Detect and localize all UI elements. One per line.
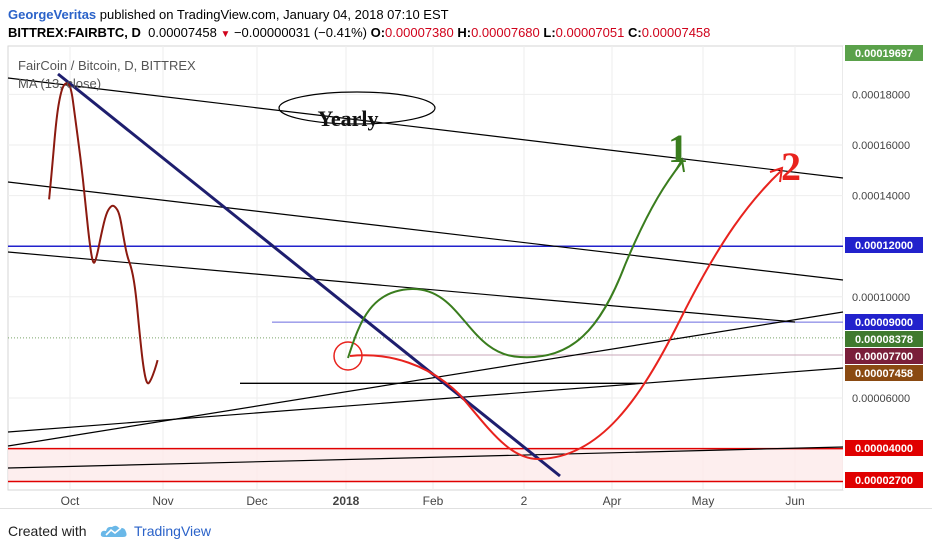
price-tag-label: 0.00012000 <box>855 240 913 252</box>
footer: Created with TradingView <box>0 508 932 551</box>
price-tag-bg <box>845 440 923 456</box>
ma-series <box>48 82 159 385</box>
price-tag-label: 0.00008378 <box>855 334 913 346</box>
x-tick-label: Oct <box>61 494 80 508</box>
scenario-2-arrowhead <box>769 166 784 183</box>
x-tick-label: Apr <box>603 494 622 508</box>
grid-lines <box>8 46 843 490</box>
channel-line-lower <box>7 251 796 323</box>
y-tick-label: 0.00018000 <box>852 89 910 101</box>
created-with-text: Created with <box>8 523 87 539</box>
indicator-label: MA (13, close) <box>18 76 101 91</box>
down-arrow-icon: ▼ <box>220 29 231 40</box>
price-tag-label: 0.00009000 <box>855 317 913 329</box>
high-label: H: <box>457 25 472 40</box>
price-tag-bg <box>845 237 923 253</box>
x-tick-label: 2018 <box>333 494 360 508</box>
scenario-2-label: 2 <box>781 144 801 189</box>
price-scale-panel <box>843 46 932 490</box>
scenario-paths <box>347 157 784 461</box>
x-tick-label: 2 <box>521 494 528 508</box>
close-label: C: <box>627 25 642 40</box>
price-tag-bg <box>845 348 923 364</box>
y-tick-label: 0.00010000 <box>852 292 910 304</box>
price-tag-label: 0.00007700 <box>855 351 913 363</box>
rising-line-middle <box>7 367 844 433</box>
channel-line-middle <box>7 181 844 281</box>
symbol-name: BITTREX:FAIRBTC, D <box>8 25 141 40</box>
x-tick-label: Feb <box>423 494 444 508</box>
rising-line-upper <box>7 311 844 447</box>
y-tick-label: 0.00016000 <box>852 140 910 152</box>
y-tick-label: 0.00014000 <box>852 191 910 203</box>
price-tag-label: 0.00004000 <box>855 443 913 455</box>
author-link[interactable]: GeorgeVeritas <box>8 7 97 22</box>
scenario-2-path <box>349 169 783 461</box>
high-value: 0.00007680 <box>471 25 540 40</box>
x-tick-label: May <box>692 494 715 508</box>
scenario-1-label: 1 <box>668 126 688 171</box>
price-tag-bg <box>845 45 923 61</box>
y-tick-label: 0.00006000 <box>852 393 910 405</box>
price-tag-bg <box>845 331 923 347</box>
trend-drawings <box>7 72 844 478</box>
price-chart[interactable]: 0.00018000 0.00016000 0.00014000 0.00010000… <box>0 0 932 508</box>
rising-line-lower <box>7 446 844 469</box>
tradingview-cloud-icon <box>100 525 127 537</box>
yearly-ellipse <box>278 91 436 125</box>
symbol-quote-line: BITTREX:FAIRBTC, D 0.00007458 ▼ −0.00000… <box>8 25 710 40</box>
tradingview-brand[interactable]: TradingView <box>134 523 212 539</box>
price-tags: 0.00019697 0.00012000 0.00009000 0.00008378… <box>845 45 923 488</box>
close-value: 0.00007458 <box>641 25 711 40</box>
price-tag-bg <box>845 365 923 381</box>
yearly-label: Yearly <box>317 106 378 131</box>
price-tag-label: 0.00019697 <box>855 48 913 60</box>
x-tick-label: Jun <box>785 494 804 508</box>
x-tick-label: Nov <box>152 494 173 508</box>
scenario-1-arrowhead <box>675 157 685 173</box>
price-tag-label: 0.00007458 <box>855 368 913 380</box>
price-change: −0.00000031 (−0.41%) <box>233 25 367 40</box>
chart-title: FairCoin / Bitcoin, D, BITTREX <box>18 58 196 73</box>
scenario-1-path <box>347 161 683 359</box>
publish-text: published on TradingView.com, January 04… <box>96 7 449 22</box>
ma-line <box>48 82 159 385</box>
last-price: 0.00007458 <box>148 25 217 40</box>
x-axis-labels: Oct Nov Dec 2018 Feb 2 Apr May Jun <box>61 494 805 508</box>
x-tick-label: Dec <box>246 494 267 508</box>
chart-header: GeorgeVeritas published on TradingView.c… <box>0 0 932 46</box>
low-value: 0.00007051 <box>555 25 625 40</box>
low-label: L: <box>543 25 556 40</box>
price-tag-bg <box>845 314 923 330</box>
open-value: 0.00007380 <box>385 25 454 40</box>
price-tag-label: 0.00002700 <box>855 475 913 487</box>
open-label: O: <box>370 25 386 40</box>
y-axis-labels: 0.00018000 0.00016000 0.00014000 0.00010000… <box>852 89 910 405</box>
price-tag-bg <box>845 472 923 488</box>
channel-line-top <box>7 77 844 179</box>
downtrend-line <box>57 72 561 478</box>
publish-info: GeorgeVeritas published on TradingView.c… <box>8 7 449 22</box>
plot-area-border <box>7 45 844 491</box>
